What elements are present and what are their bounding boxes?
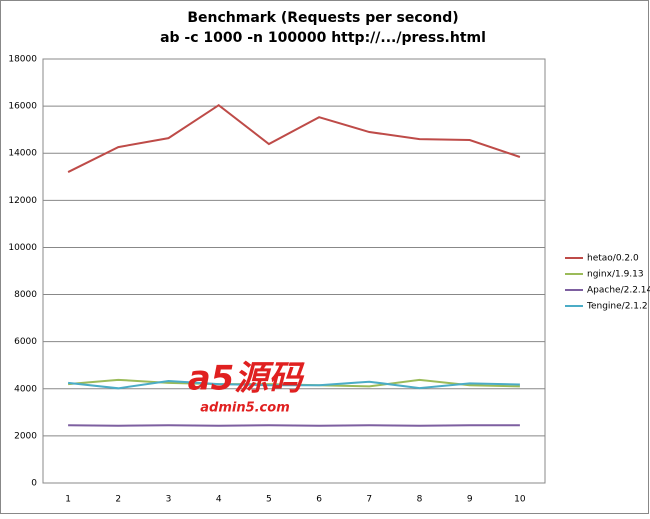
y-tick-label: 16000 xyxy=(8,102,37,112)
y-tick-label: 4000 xyxy=(14,384,37,394)
legend-label: Tengine/2.1.2 xyxy=(586,302,648,312)
y-tick-label: 10000 xyxy=(8,243,37,253)
y-tick-label: 6000 xyxy=(14,337,37,347)
y-tick-label: 14000 xyxy=(8,149,37,159)
x-tick-label: 10 xyxy=(514,495,526,505)
y-tick-label: 2000 xyxy=(14,431,37,441)
y-tick-label: 8000 xyxy=(14,290,37,300)
chart-title: Benchmark (Requests per second) xyxy=(187,10,458,26)
legend-label: hetao/0.2.0 xyxy=(587,254,639,264)
legend-label: nginx/1.9.13 xyxy=(587,270,644,280)
chart-subtitle: ab -c 1000 -n 100000 http://.../press.ht… xyxy=(160,30,486,46)
x-tick-label: 3 xyxy=(166,495,172,505)
x-tick-label: 1 xyxy=(65,495,71,505)
y-tick-label: 0 xyxy=(31,479,37,489)
x-tick-label: 6 xyxy=(316,495,322,505)
x-tick-label: 9 xyxy=(467,495,473,505)
x-tick-label: 2 xyxy=(115,495,121,505)
watermark-logo: a5源码 xyxy=(188,359,306,399)
legend-label: Apache/2.2.14 xyxy=(587,286,650,296)
x-tick-label: 8 xyxy=(417,495,423,505)
y-tick-label: 18000 xyxy=(8,55,37,65)
watermark-url: admin5.com xyxy=(200,401,290,416)
x-tick-label: 4 xyxy=(216,495,222,505)
x-tick-label: 5 xyxy=(266,495,272,505)
x-tick-label: 7 xyxy=(366,495,372,505)
y-tick-label: 12000 xyxy=(8,196,37,206)
